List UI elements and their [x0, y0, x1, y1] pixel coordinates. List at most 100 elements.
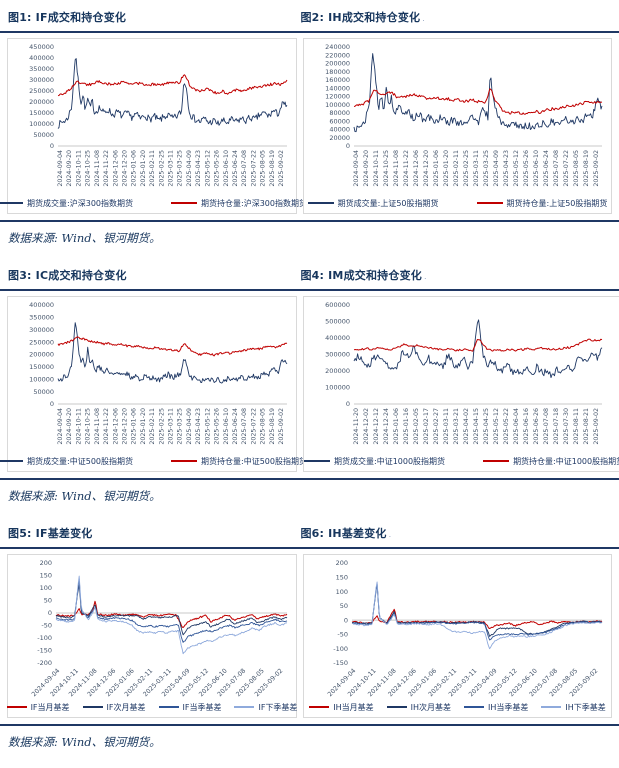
svg-text:100000: 100000	[29, 120, 54, 128]
legend-label: 期货持仓量:中证500股指期货	[201, 456, 307, 466]
data-source-text: 数据来源: Wind、银河期货。	[8, 489, 161, 503]
svg-text:0: 0	[346, 142, 350, 150]
divider-line	[0, 724, 619, 726]
legend-item: 期货成交量:上证50股指期货	[307, 198, 439, 209]
legend-label: 期货成交量:沪深300指数期货	[27, 198, 133, 208]
svg-text:2025-05-12: 2025-05-12	[493, 408, 500, 445]
data-source-text: 数据来源: Wind、银河期货。	[8, 735, 161, 749]
svg-text:2025-06-10: 2025-06-10	[533, 150, 540, 187]
svg-text:2025-07-22: 2025-07-22	[250, 408, 257, 445]
svg-text:2025-02-11: 2025-02-11	[453, 150, 460, 187]
svg-text:2024-12-24: 2024-12-24	[383, 408, 390, 445]
legend-line-swatch	[158, 706, 179, 708]
svg-text:400000: 400000	[325, 334, 350, 342]
svg-text:0: 0	[48, 609, 52, 617]
charts-row: 0 50000 100000 150000 200000 250000 300000 3500…	[0, 291, 619, 478]
svg-text:2024-10-11: 2024-10-11	[373, 150, 380, 187]
legend-line-swatch	[476, 202, 503, 204]
figure-title-text: 图6: IH基差变化	[300, 527, 387, 540]
svg-text:100000: 100000	[325, 384, 350, 392]
svg-text:2025-01-06: 2025-01-06	[433, 150, 440, 187]
svg-text:2024-12-06: 2024-12-06	[413, 150, 420, 187]
series-line	[55, 584, 288, 636]
svg-text:2025-06-04: 2025-06-04	[513, 408, 520, 445]
svg-text:150000: 150000	[29, 363, 54, 371]
legend-item: IF下季基差	[234, 702, 297, 713]
legend-item: IH下季基差	[541, 702, 606, 713]
legend-line-swatch	[171, 460, 197, 462]
svg-text:2024-11-22: 2024-11-22	[403, 150, 410, 187]
figure-title-text: 图4: IM成交和持仓变化	[300, 269, 422, 282]
series-line	[55, 578, 288, 643]
divider-line	[0, 478, 619, 480]
svg-text:2025-03-11: 2025-03-11	[473, 150, 480, 187]
svg-text:2025-04-25: 2025-04-25	[483, 408, 490, 445]
legend-line-swatch	[483, 460, 510, 462]
charts-row: 0 50000 100000 150000 200000 250000 300000 3500…	[0, 33, 619, 220]
legend-line-swatch	[309, 706, 330, 708]
svg-text:200000: 200000	[29, 351, 54, 359]
svg-text:2025-07-08: 2025-07-08	[553, 150, 560, 187]
svg-text:250000: 250000	[29, 87, 54, 95]
legend-item: 期货持仓量:上证50股指期货	[476, 198, 608, 209]
svg-text:600000: 600000	[325, 301, 350, 309]
svg-text:2025-07-30: 2025-07-30	[563, 408, 570, 445]
svg-text:2025-01-20: 2025-01-20	[140, 408, 147, 445]
titles-row: 图5: IF基差变化 图6: IH基差变化.	[0, 516, 619, 547]
svg-text:2025-03-21: 2025-03-21	[453, 408, 460, 445]
svg-text:220000: 220000	[325, 51, 350, 59]
svg-text:2025-09-02: 2025-09-02	[593, 408, 600, 445]
legend-label: 期货成交量:中证500股指期货	[27, 456, 133, 466]
series-line	[353, 338, 603, 352]
svg-text:2024-10-25: 2024-10-25	[85, 408, 92, 445]
legend-label: 期货持仓量:上证50股指期货	[506, 198, 608, 208]
svg-text:50: 50	[340, 602, 348, 610]
svg-text:2025-02-27: 2025-02-27	[433, 408, 440, 445]
legend-label: IF下季基差	[258, 702, 298, 712]
svg-text:300000: 300000	[325, 351, 350, 359]
series-line	[353, 319, 603, 379]
svg-text:-50: -50	[337, 631, 348, 639]
series-line	[351, 583, 603, 637]
divider-line	[0, 289, 619, 291]
svg-text:2025-04-15: 2025-04-15	[473, 408, 480, 445]
svg-text:2025-08-19: 2025-08-19	[269, 408, 276, 445]
svg-text:50: 50	[44, 597, 52, 605]
section-if-ih-basis: 图5: IF基差变化 图6: IH基差变化. -200 -150 -100 -50 0 5…	[0, 516, 619, 762]
svg-text:2025-08-19: 2025-08-19	[583, 150, 590, 187]
legend-line-swatch	[0, 202, 24, 204]
series-line	[351, 581, 603, 650]
figure-title-text: 图5: IF基差变化	[8, 527, 93, 540]
legend-label: IH下季基差	[565, 702, 606, 712]
svg-text:2025-04-23: 2025-04-23	[503, 150, 510, 187]
legend-item: 期货持仓量:中证1000股指期货	[483, 456, 619, 467]
svg-text:2024-11-08: 2024-11-08	[94, 150, 101, 187]
legend-item: IH当月基差	[309, 702, 374, 713]
svg-text:120000: 120000	[325, 93, 350, 101]
svg-text:140000: 140000	[325, 85, 350, 93]
svg-text:2025-08-11: 2025-08-11	[573, 408, 580, 445]
svg-text:2025-06-16: 2025-06-16	[523, 408, 530, 445]
svg-text:2025-01-20: 2025-01-20	[443, 150, 450, 187]
chart-canvas: 0 50000 100000 150000 200000 250000 300000 3500…	[29, 301, 288, 445]
svg-text:2025-01-06: 2025-01-06	[131, 150, 138, 187]
legend-item: 期货成交量:沪深300指数期货	[0, 198, 133, 209]
svg-text:2024-09-20: 2024-09-20	[66, 150, 73, 187]
svg-text:2025-04-09: 2025-04-09	[493, 150, 500, 187]
legend-item: 期货持仓量:中证500股指期货	[171, 456, 307, 467]
svg-text:2025-05-12: 2025-05-12	[204, 408, 211, 445]
legend-line-swatch	[304, 460, 330, 462]
svg-text:100: 100	[336, 588, 348, 596]
svg-text:2025-03-25: 2025-03-25	[483, 150, 490, 187]
svg-text:2025-02-25: 2025-02-25	[463, 150, 470, 187]
svg-text:2024-10-11: 2024-10-11	[75, 408, 82, 445]
chart-legend: 期货成交量:沪深300指数期货 期货持仓量:沪深300指数期货	[0, 193, 307, 213]
svg-text:2025-05-12: 2025-05-12	[513, 150, 520, 187]
series-line	[55, 600, 288, 628]
svg-text:100000: 100000	[29, 376, 54, 384]
svg-text:2025-06-26: 2025-06-26	[533, 408, 540, 445]
svg-text:-50: -50	[41, 622, 52, 630]
svg-text:2025-02-25: 2025-02-25	[158, 150, 165, 187]
svg-text:2025-08-21: 2025-08-21	[583, 408, 590, 445]
svg-text:2025-02-11: 2025-02-11	[149, 408, 156, 445]
